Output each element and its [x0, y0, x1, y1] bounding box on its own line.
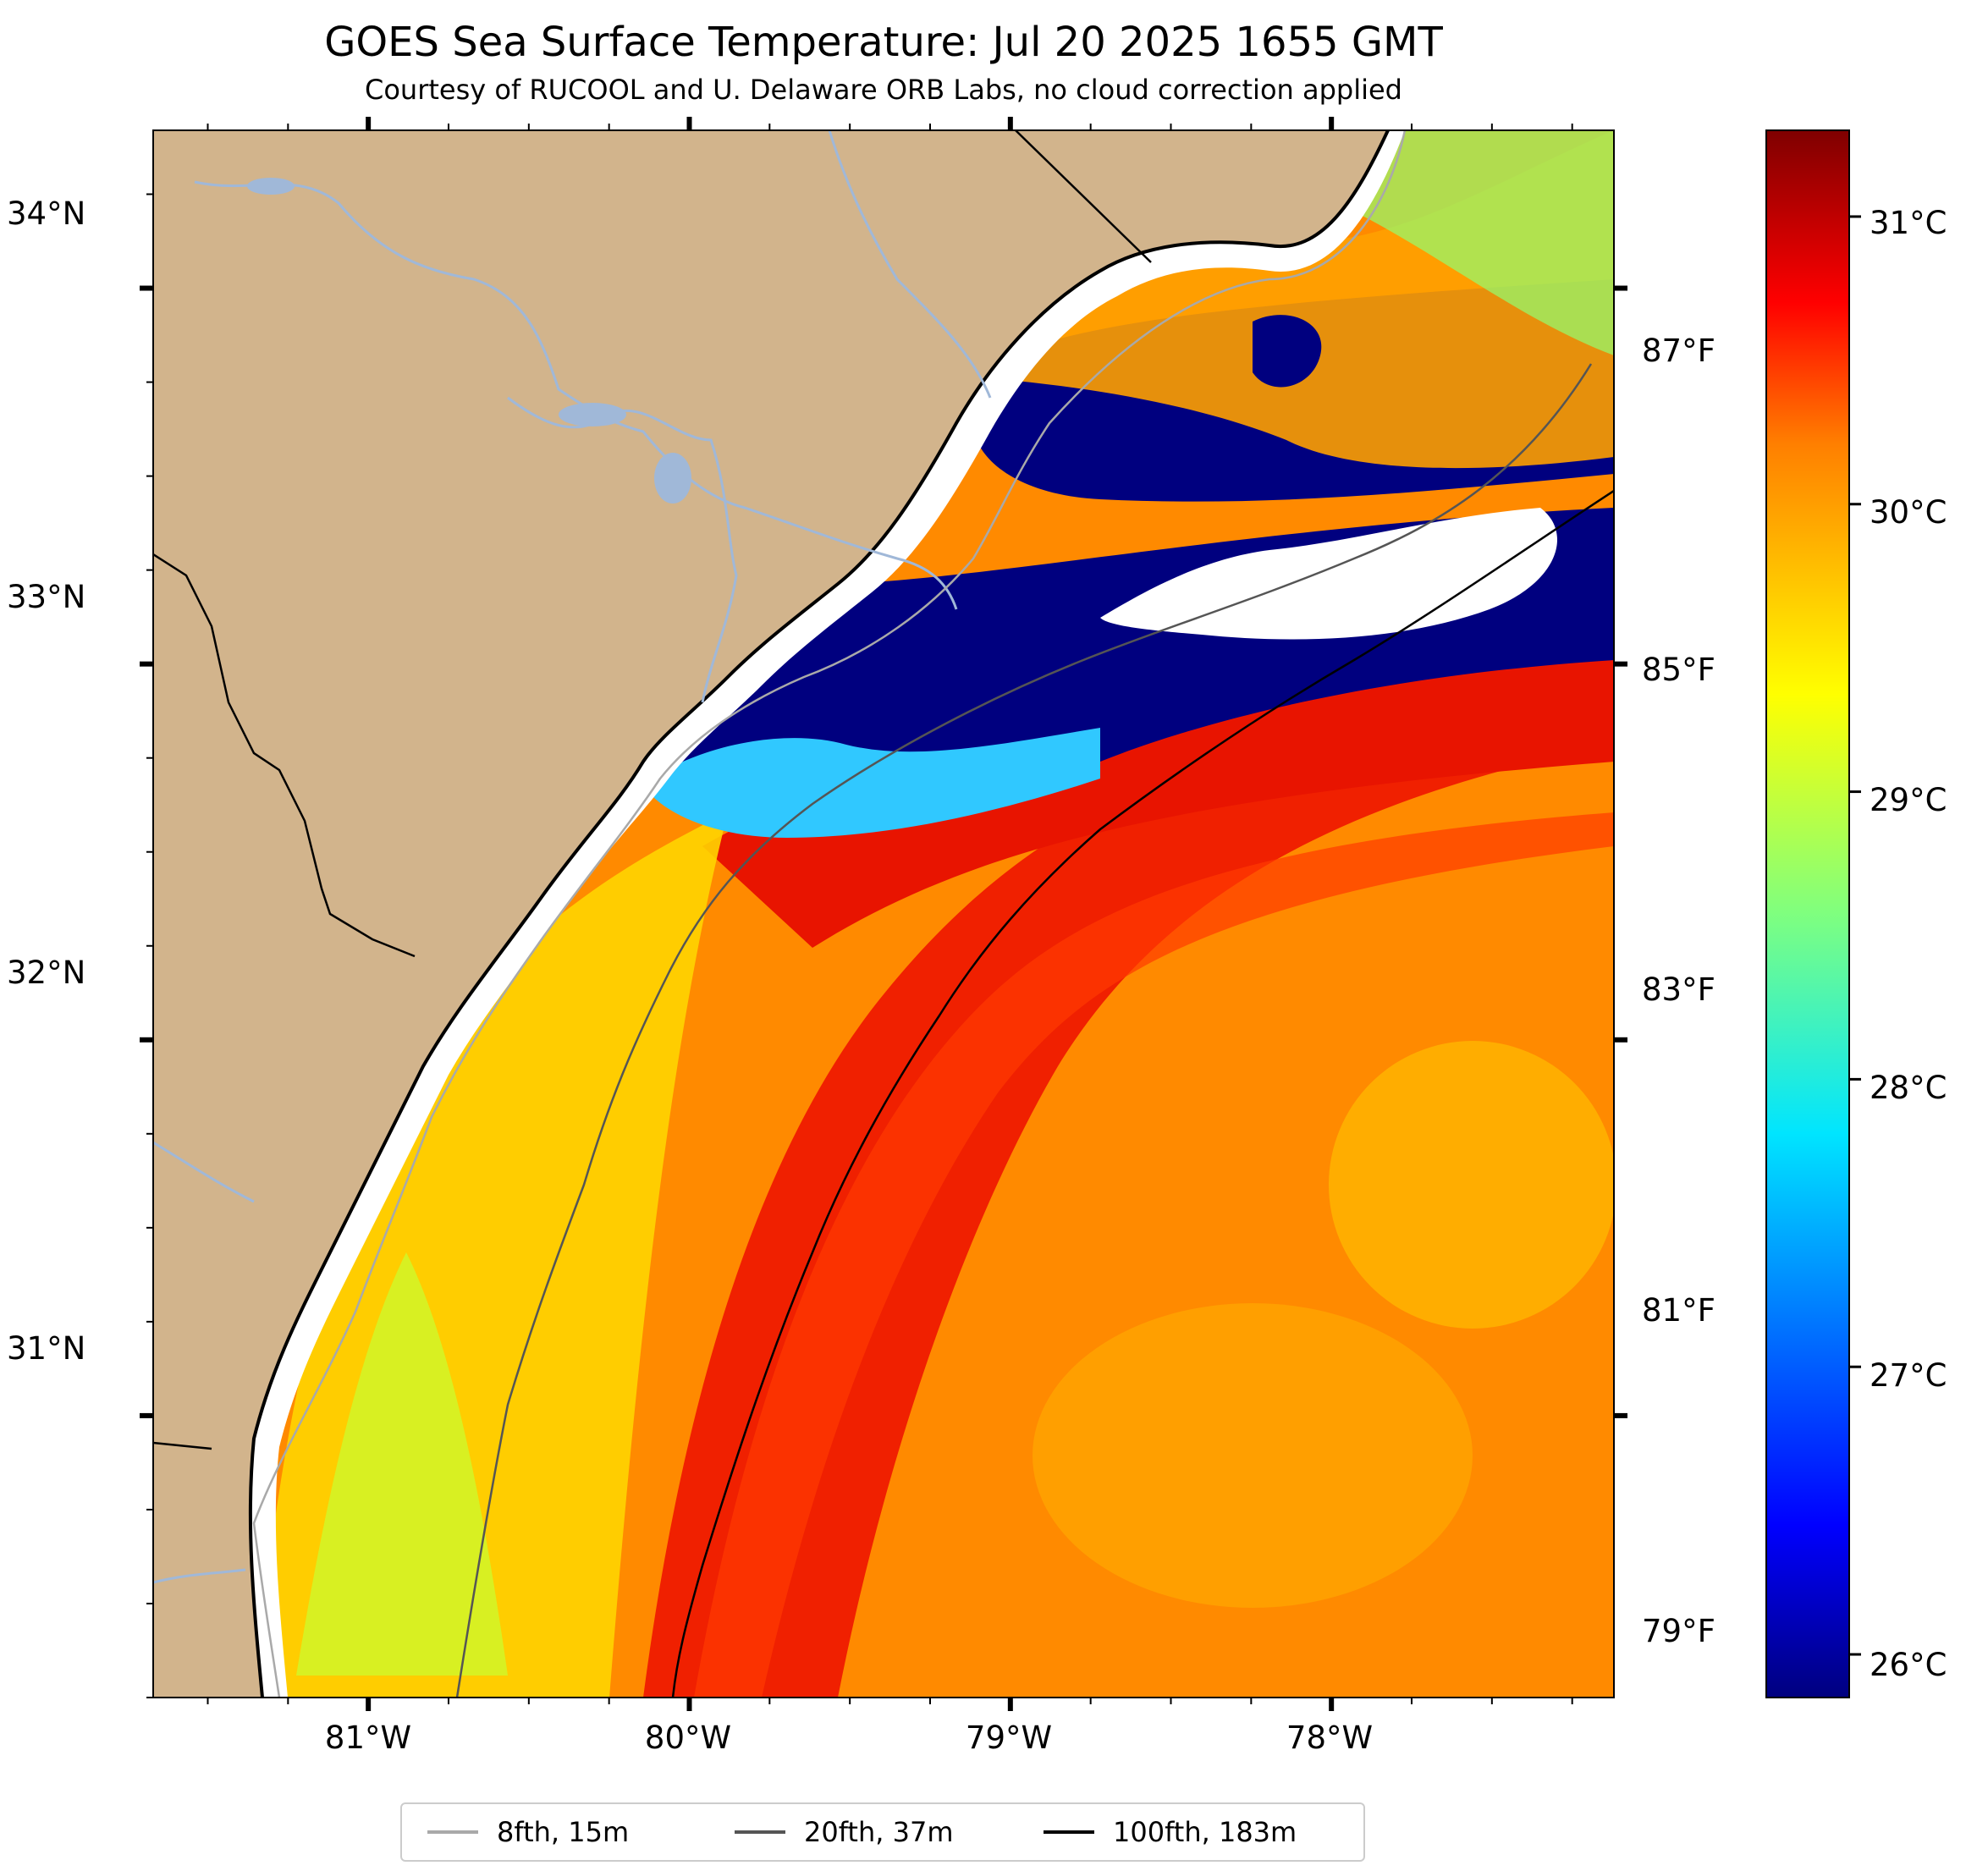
- c-label-29: 29°C: [1870, 782, 1947, 818]
- warm-eddy: [1329, 1041, 1614, 1329]
- f-label-81: 81°F: [1642, 1292, 1715, 1329]
- map-title: GOES Sea Surface Temperature: Jul 20 202…: [324, 19, 1443, 66]
- land: [153, 130, 1388, 1698]
- north-green: [1354, 130, 1614, 355]
- f-label-85: 85°F: [1642, 652, 1715, 688]
- isobath-8fth: [252, 130, 1407, 1698]
- map-area: [153, 130, 1614, 1698]
- lake-marion: [559, 403, 626, 426]
- legend-item-8fth: 8fth, 15m: [427, 1804, 629, 1860]
- river-santee: [507, 396, 738, 703]
- axis-ticks: [140, 117, 1627, 1711]
- f-label-87: 87°F: [1642, 333, 1715, 369]
- legend-item-100fth: 100fth, 183m: [1044, 1804, 1297, 1860]
- c-label-27: 27°C: [1870, 1357, 1947, 1394]
- c-label-28: 28°C: [1870, 1070, 1947, 1106]
- f-label-79: 79°F: [1642, 1613, 1715, 1649]
- lake-wateree: [247, 178, 295, 195]
- state-border-nc-sc: [1015, 130, 1152, 263]
- c-label-31: 31°C: [1870, 205, 1947, 241]
- state-border-sc-ga: [153, 553, 416, 958]
- isobath-legend: 8fth, 15m 20fth, 37m 100fth, 183m: [400, 1802, 1365, 1862]
- gulf-stream-inner: [694, 812, 1614, 1698]
- isobath-20fth: [455, 363, 1593, 1698]
- lake-moultrie: [654, 453, 691, 504]
- eddy-south: [1033, 1303, 1473, 1608]
- colorbar-ticks: [1849, 215, 1861, 1656]
- lat-label-33: 33°N: [7, 579, 86, 615]
- legend-label-100fth: 100fth, 183m: [1113, 1816, 1297, 1848]
- c-label-26: 26°C: [1870, 1647, 1947, 1683]
- lon-label-78: 78°W: [1286, 1720, 1374, 1756]
- lon-label-79: 79°W: [965, 1720, 1053, 1756]
- warm-band: [702, 643, 1614, 948]
- gulf-stream-core: [643, 660, 1614, 1698]
- lon-label-81: 81°W: [324, 1720, 412, 1756]
- lat-label-32: 32°N: [7, 955, 86, 991]
- colorbar: [1765, 129, 1850, 1698]
- river-waccamaw: [828, 130, 992, 399]
- legend-item-20fth: 20fth, 37m: [735, 1804, 953, 1860]
- c-label-30: 30°C: [1870, 494, 1947, 531]
- state-border-ga-fl: [153, 1441, 212, 1450]
- legend-swatch-20fth: [735, 1830, 785, 1834]
- legend-label-8fth: 8fth, 15m: [497, 1816, 630, 1848]
- cloud-mask: [1100, 508, 1557, 640]
- legend-swatch-100fth: [1044, 1830, 1094, 1834]
- lon-label-80: 80°W: [644, 1720, 732, 1756]
- f-label-83: 83°F: [1642, 971, 1715, 1008]
- lat-label-31: 31°N: [7, 1330, 86, 1367]
- coastline: [248, 130, 1390, 1698]
- cold-edge-cyan: [652, 728, 1100, 838]
- lat-label-34: 34°N: [7, 195, 86, 232]
- isobath-100fth: [671, 489, 1614, 1698]
- cold-patch: [1253, 315, 1322, 388]
- legend-swatch-8fth: [427, 1830, 478, 1834]
- river-altamaha: [153, 1141, 255, 1203]
- map-frame: [152, 129, 1615, 1698]
- river-st-marys: [153, 1568, 246, 1584]
- shelf-green: [296, 1252, 508, 1676]
- legend-label-20fth: 20fth, 37m: [804, 1816, 954, 1848]
- map-subtitle: Courtesy of RUCOOL and U. Delaware ORB L…: [365, 74, 1402, 106]
